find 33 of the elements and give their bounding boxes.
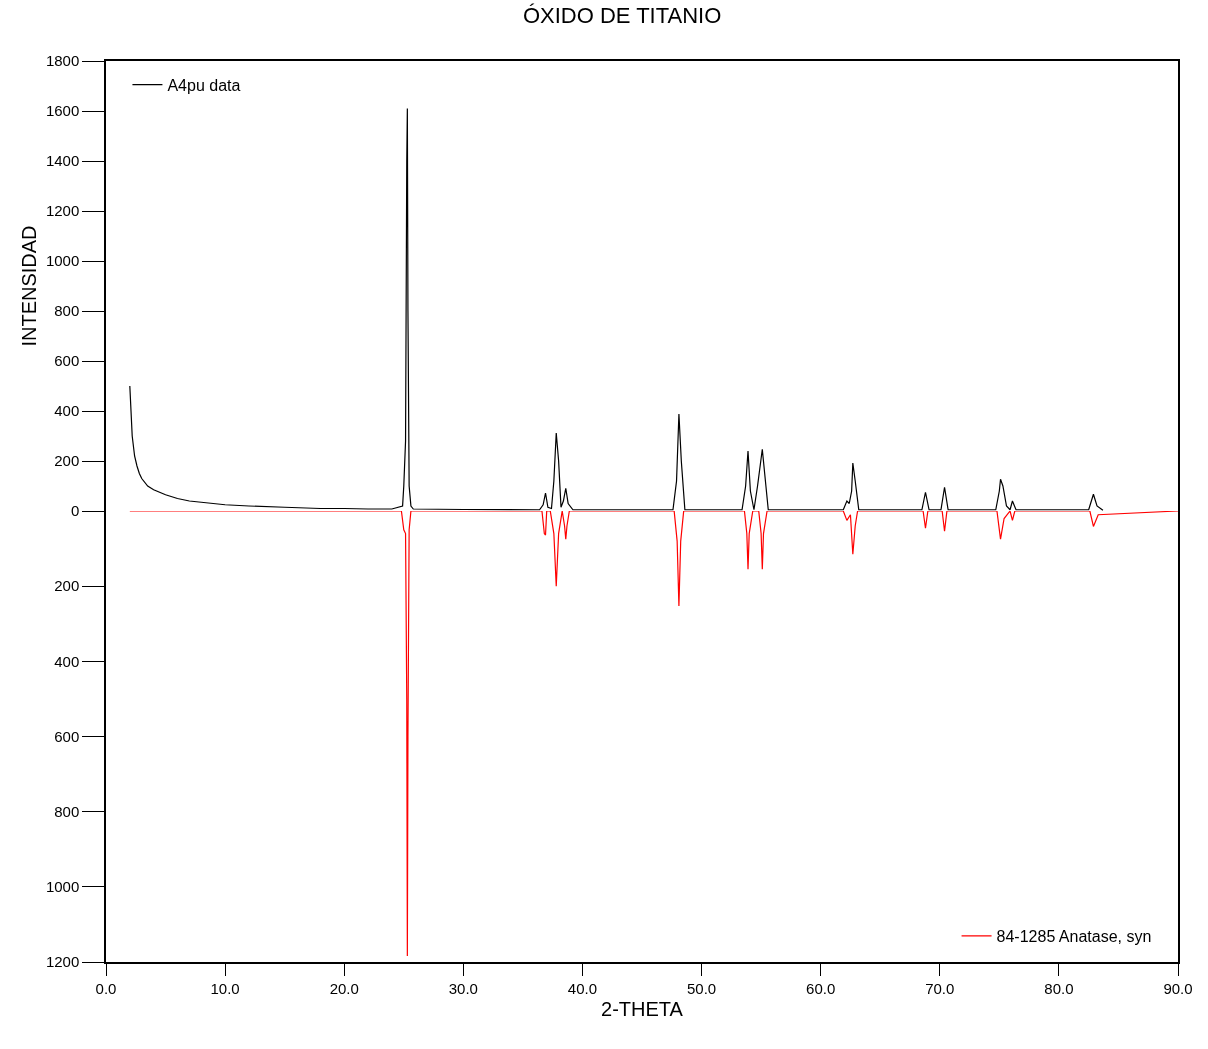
- x-tick-label: 70.0: [925, 979, 955, 997]
- y-tick-label: 1200: [45, 953, 80, 971]
- x-tick-label: 90.0: [1163, 979, 1193, 997]
- x-tick-label: 10.0: [210, 979, 240, 997]
- y-tick-label: 1000: [45, 878, 80, 896]
- y-tick-label: 0: [70, 502, 80, 520]
- y-tick-label: 400: [54, 402, 80, 420]
- y-tick-label: 600: [54, 352, 80, 370]
- line-series: [129, 107, 1104, 511]
- y-tick-label: 200: [54, 577, 80, 595]
- y-tick-label: 1800: [45, 52, 80, 70]
- y-axis-title: INTENSIDAD: [17, 225, 40, 347]
- y-tick-label: 1000: [45, 252, 80, 270]
- legend-label: 84-1285 Anatase, syn: [996, 928, 1152, 946]
- y-tick-label: 600: [54, 727, 80, 745]
- y-tick-label: 1600: [45, 102, 80, 120]
- x-axis-title: 2-THETA: [601, 997, 684, 1020]
- x-tick-label: 60.0: [806, 979, 836, 997]
- x-tick-label: 40.0: [567, 979, 598, 997]
- legend-label: A4pu data: [167, 76, 241, 94]
- x-tick-label: 80.0: [1044, 979, 1074, 997]
- y-tick-label: 800: [54, 802, 80, 820]
- y-tick-label: 1200: [45, 202, 80, 220]
- x-tick-label: 0.0: [95, 979, 117, 997]
- y-tick-label: 200: [54, 452, 80, 470]
- x-tick-label: 30.0: [448, 979, 478, 997]
- x-tick-label: 50.0: [686, 979, 717, 997]
- y-tick-label: 400: [54, 652, 80, 670]
- x-tick-label: 20.0: [329, 979, 359, 997]
- y-tick-label: 1400: [45, 152, 80, 170]
- chart-title: ÓXIDO DE TITANIO: [522, 3, 722, 29]
- line-series: [129, 511, 1178, 957]
- y-tick-label: 800: [54, 302, 80, 320]
